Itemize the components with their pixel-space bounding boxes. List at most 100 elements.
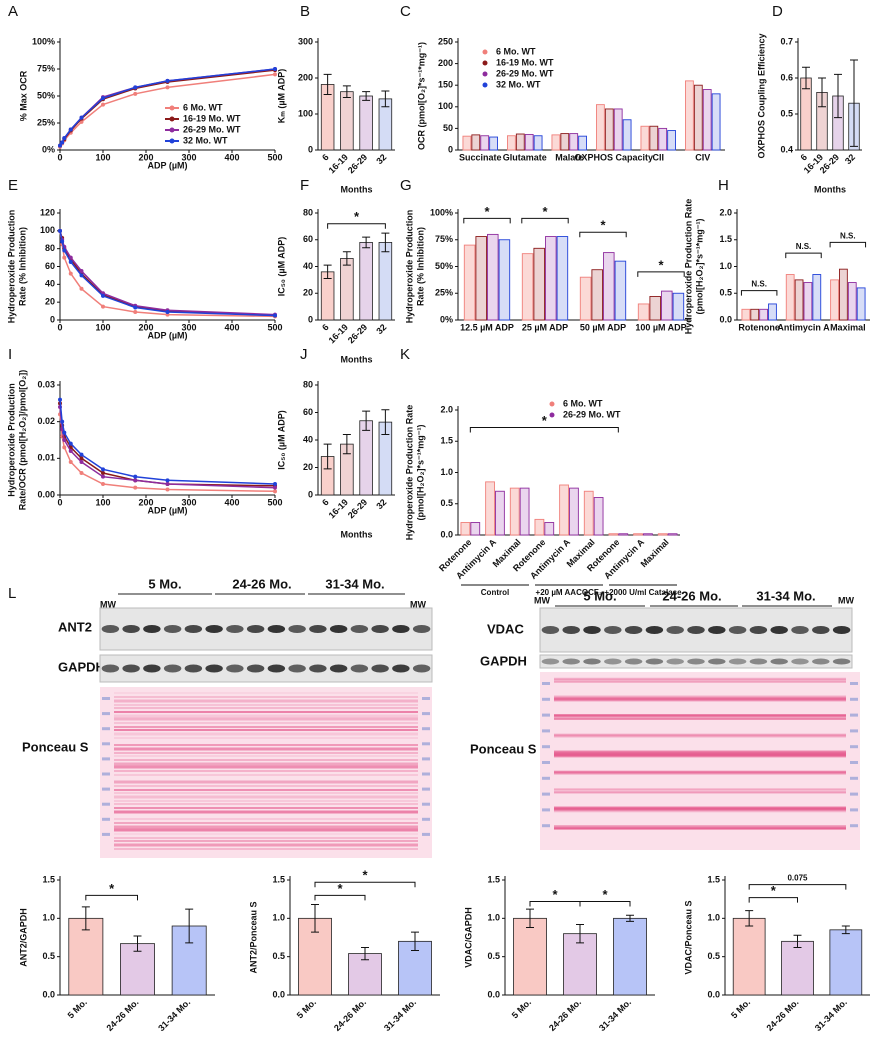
data-point <box>58 228 62 233</box>
data-point <box>165 78 170 83</box>
significance-bracket <box>85 894 138 901</box>
bar <box>829 929 863 996</box>
y-axis-label: Rate (% Inhibition) <box>415 227 425 306</box>
y-tick-label: 0.0 <box>272 989 285 999</box>
y-axis-label: Hydroperoxide Production Rate <box>683 199 693 335</box>
ladder-band <box>542 745 550 749</box>
y-tick-label: 0 <box>50 314 55 324</box>
data-point <box>101 304 105 309</box>
error-bar <box>793 934 802 948</box>
blot-band <box>163 664 182 673</box>
blot-band <box>143 625 161 633</box>
data-point <box>133 91 138 96</box>
blot-group: 24-26 Mo. <box>662 588 721 603</box>
blot-band <box>412 625 431 633</box>
data-point <box>133 485 138 490</box>
y-tick-label: 120 <box>40 207 55 217</box>
y-tick-label: 80 <box>45 243 55 253</box>
data-point <box>273 489 277 494</box>
y-tick-label: 40 <box>303 434 313 444</box>
significance-bracket <box>748 884 847 890</box>
error-bar <box>342 85 351 98</box>
x-tick-label: 500 <box>267 152 282 162</box>
y-tick-label: 1.0 <box>42 913 55 923</box>
y-tick-label: 1.0 <box>719 261 732 271</box>
blot-band <box>562 658 580 665</box>
x-tick-label: 500 <box>267 322 282 332</box>
data-point <box>68 127 73 132</box>
error-bar <box>362 410 371 431</box>
ladder-band <box>542 776 550 780</box>
data-point <box>58 397 62 402</box>
x-tick-label: 26-29 <box>346 322 369 345</box>
bar <box>545 236 557 321</box>
data-point <box>60 140 65 145</box>
significance-bracket <box>314 881 416 888</box>
data-point <box>62 445 67 450</box>
bar <box>515 133 525 151</box>
blot-band <box>624 626 643 634</box>
bar <box>348 953 382 996</box>
x-tick-label: 32 <box>374 152 388 166</box>
y-axis-label: Hydroperoxide Production <box>6 210 16 324</box>
ladder-band <box>102 742 110 746</box>
blot-band <box>101 625 120 633</box>
significance-bracket <box>579 900 631 907</box>
blot-band <box>288 664 306 673</box>
blot-band <box>708 658 726 665</box>
blot-band <box>687 626 705 634</box>
x-tick-label: 24-26 Mo. <box>547 997 583 1033</box>
ladder-band <box>102 697 110 700</box>
blot-band <box>371 664 389 673</box>
blot-band <box>583 658 601 665</box>
x-tick-label: 6 <box>798 152 809 163</box>
blot-band <box>350 664 369 673</box>
x-tick-label: 24-26 Mo. <box>765 997 801 1033</box>
annotation: N.S. <box>751 280 767 289</box>
y-axis-label: Kₘ (µM ADP) <box>276 69 286 123</box>
panel-letter: E <box>8 177 18 194</box>
blot-right: 5 Mo. 24-26 Mo. 31-34 Mo. MW MW VDAC GAP… <box>470 588 854 756</box>
bar <box>544 522 555 536</box>
bar <box>509 487 520 536</box>
data-point <box>62 248 67 253</box>
y-axis-label: Rate/OCR (pmol[H₂O₂]/pmol[O₂]) <box>17 370 27 510</box>
blot-marker: MW <box>410 599 426 609</box>
bar <box>614 260 627 321</box>
y-tick-label: 80 <box>303 207 313 217</box>
ladder-band <box>542 682 550 685</box>
blot-band <box>541 658 560 665</box>
bar <box>750 308 760 321</box>
x-tick-label: 300 <box>181 322 196 332</box>
bar <box>637 303 650 321</box>
bar <box>559 484 569 536</box>
x-tick-label: 6 <box>320 152 331 163</box>
bar <box>569 133 579 151</box>
data-point <box>79 452 84 457</box>
annotation: * <box>658 257 664 272</box>
x-tick-label: 300 <box>181 152 196 162</box>
y-axis-label: (pmol[H₂O₂]*s⁻¹*mg⁻¹) <box>694 219 704 315</box>
bar <box>667 130 677 151</box>
ladder-band <box>542 729 550 733</box>
bar <box>569 487 579 536</box>
panel-letter: K <box>400 346 410 363</box>
blot-band <box>412 664 431 673</box>
blot-band <box>371 625 389 633</box>
bar <box>830 279 839 321</box>
bar <box>320 271 335 321</box>
y-tick-label: 100 <box>438 101 453 111</box>
x-tick-label: 50 µM ADP <box>580 322 626 332</box>
panel-letter: L <box>8 585 16 602</box>
y-tick-label: 100% <box>32 36 55 46</box>
data-point <box>133 305 138 310</box>
y-tick-label: 20 <box>303 462 313 472</box>
ladder-band <box>102 757 110 761</box>
y-axis-label: (pmol[H₂O₂]*s⁻¹*mg⁻¹) <box>415 425 425 521</box>
data-point <box>62 136 67 141</box>
bar <box>507 135 516 151</box>
legend-label: 26-29 Mo. WT <box>496 68 554 78</box>
x-tick-label: Antimycin A <box>777 322 830 332</box>
ladder-band <box>422 712 430 716</box>
ladder-band <box>850 713 858 717</box>
